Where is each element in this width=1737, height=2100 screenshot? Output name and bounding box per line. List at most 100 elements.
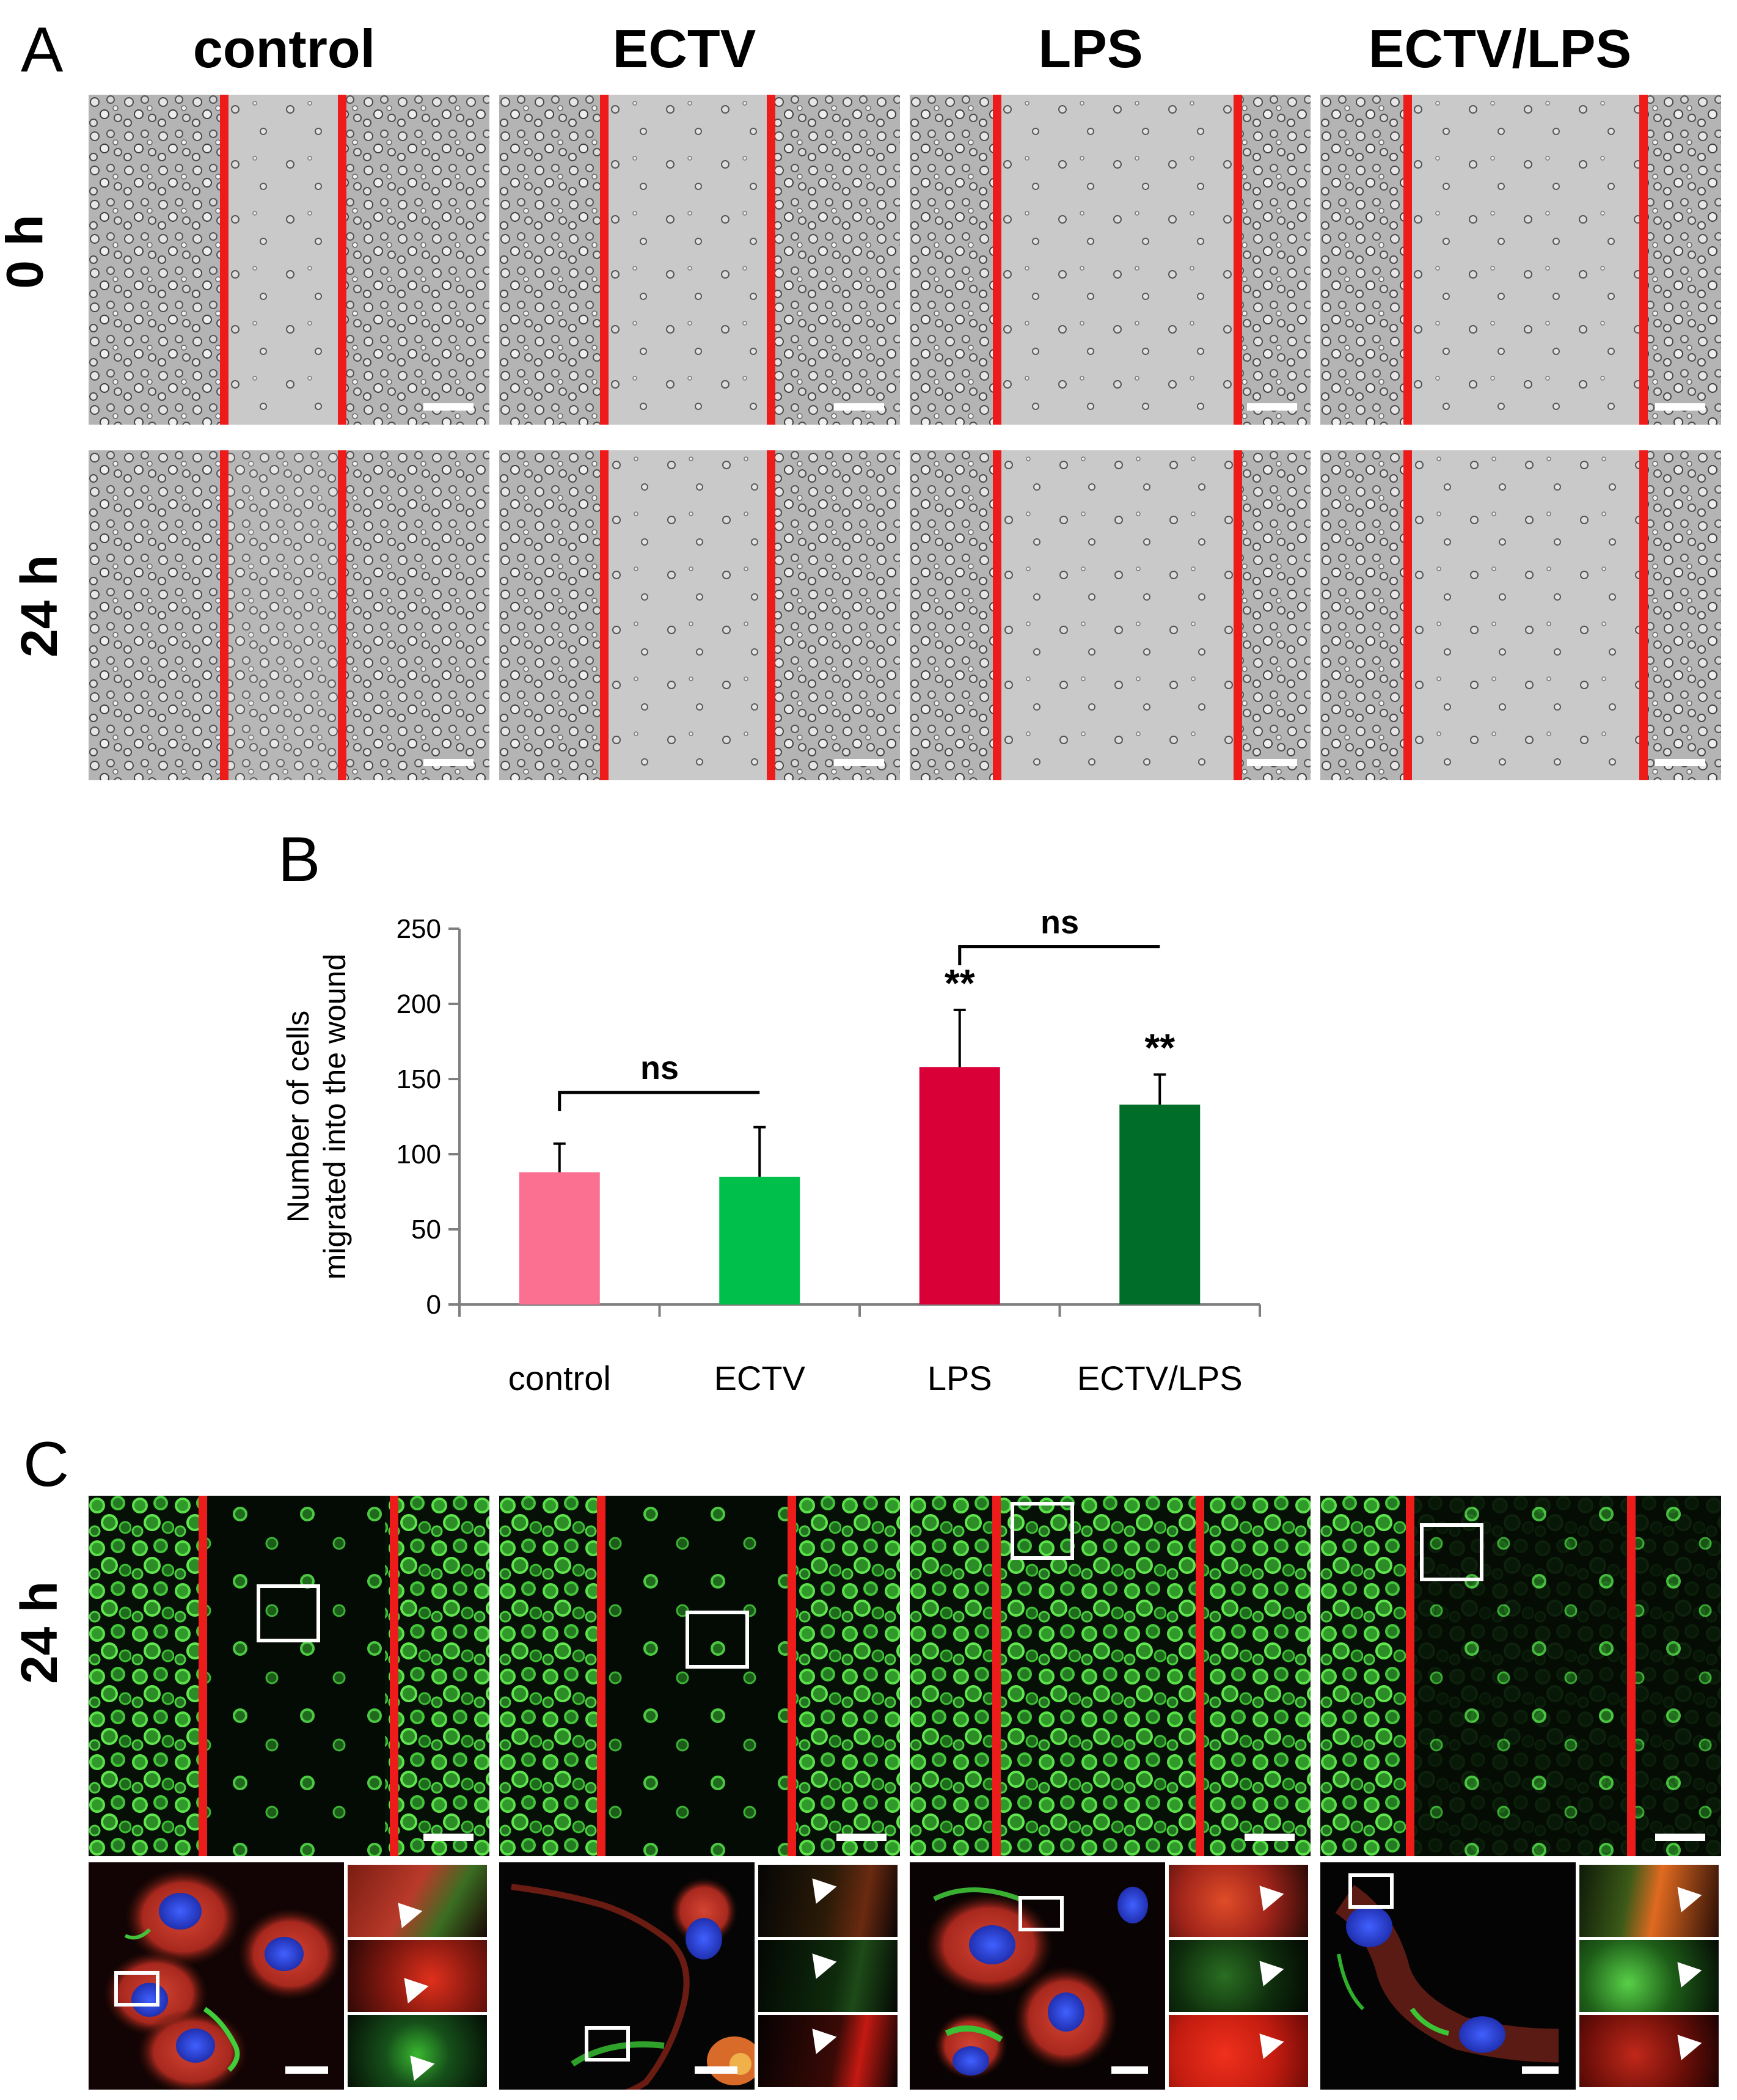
panel-a-letter: A bbox=[21, 15, 64, 86]
inset-red bbox=[1166, 2013, 1311, 2090]
arrowhead-icon bbox=[1249, 1877, 1284, 1911]
x-tick-label: ECTV bbox=[714, 1359, 806, 1397]
arrowhead-icon bbox=[1667, 1878, 1702, 1912]
column-title-ectv-lps: ECTV/LPS bbox=[1368, 18, 1632, 79]
confocal-zoom-lps bbox=[910, 1862, 1165, 2090]
scale-bar bbox=[834, 759, 884, 766]
inset-merge bbox=[345, 1862, 489, 1939]
confocal-zoom-control bbox=[89, 1862, 344, 2090]
column-title-ectv: ECTV bbox=[612, 18, 756, 79]
zoom-region-box bbox=[1420, 1523, 1483, 1581]
confocal-inset-column-lps bbox=[1166, 1862, 1311, 2090]
brightfield-ectv-0h bbox=[499, 95, 900, 425]
bar-ectv-lps bbox=[1119, 1104, 1201, 1304]
scale-bar bbox=[1522, 2066, 1559, 2074]
significance-bracket bbox=[558, 1091, 760, 1111]
zoom-region-box bbox=[1011, 1502, 1074, 1560]
wound-edge-right bbox=[788, 1496, 796, 1856]
y-axis-label: Number of cellsmigrated into the wound bbox=[281, 954, 352, 1280]
inset-merge bbox=[1577, 1862, 1721, 1939]
inset-merge bbox=[756, 1862, 900, 1939]
arrowhead-icon bbox=[1249, 2025, 1284, 2059]
row-label-24h-fluorescence: 24 h bbox=[10, 1581, 68, 1685]
scale-bar bbox=[423, 759, 474, 766]
brightfield-ectv-lps-24h bbox=[1320, 450, 1721, 780]
scale-bar bbox=[1655, 1834, 1705, 1841]
arrowhead-icon bbox=[400, 2047, 435, 2081]
wound-edge-right bbox=[1196, 1496, 1204, 1856]
confocal-zoom-ectv-lps bbox=[1320, 1862, 1576, 2090]
scale-bar bbox=[1247, 759, 1297, 766]
arrowhead-icon bbox=[387, 1894, 423, 1928]
scale-bar bbox=[1655, 403, 1705, 411]
scale-bar bbox=[423, 403, 474, 411]
arrowhead-icon bbox=[802, 1945, 837, 1979]
wound-edge-left bbox=[199, 1496, 207, 1856]
scale-bar bbox=[695, 2066, 737, 2074]
inset-green bbox=[756, 1937, 900, 2014]
bar-ectv bbox=[719, 1176, 800, 1304]
bracket-label: ns bbox=[640, 1050, 679, 1086]
scale-bar bbox=[423, 1834, 474, 1841]
brightfield-lps-24h bbox=[910, 450, 1311, 780]
fluorescence-ectv bbox=[499, 1496, 900, 1856]
fluorescence-ectv-lps bbox=[1320, 1496, 1721, 1856]
wound-edge-left bbox=[220, 450, 229, 780]
y-tick-label: 0 bbox=[426, 1290, 441, 1320]
brightfield-ectv-lps-0h bbox=[1320, 95, 1721, 425]
y-tick-label: 50 bbox=[411, 1215, 441, 1245]
zoom-region-box bbox=[1348, 1873, 1394, 1909]
wound-edge-right bbox=[767, 450, 775, 780]
zoom-region-box bbox=[114, 1971, 159, 2007]
wound-edge-right bbox=[338, 450, 346, 780]
inset-red bbox=[1577, 2013, 1721, 2090]
y-tick-label: 250 bbox=[397, 914, 441, 944]
arrowhead-icon bbox=[1249, 1952, 1284, 1986]
fluorescence-control bbox=[89, 1496, 489, 1856]
y-tick-label: 200 bbox=[397, 989, 441, 1019]
significance-bracket bbox=[958, 945, 1160, 965]
wound-edge-right bbox=[1234, 450, 1242, 780]
y-tick-label: 150 bbox=[397, 1064, 441, 1094]
arrowhead-icon bbox=[1667, 1953, 1702, 1988]
arrowhead-icon bbox=[1667, 2026, 1702, 2060]
wound-edge-right bbox=[1639, 95, 1648, 425]
arrowhead-icon bbox=[802, 2020, 837, 2054]
bar-chart: 0 50 100 150 200 250 Number of cellsmigrated i… bbox=[281, 904, 1261, 1397]
confocal-inset-column-ectv bbox=[756, 1862, 900, 2090]
confocal-inset-column-ectv-lps bbox=[1577, 1862, 1721, 2090]
brightfield-lps-0h bbox=[910, 95, 1311, 425]
wound-edge-left bbox=[1403, 95, 1412, 425]
bracket-label: ns bbox=[1040, 904, 1079, 941]
bar-control bbox=[519, 1172, 600, 1304]
column-title-control: control bbox=[192, 18, 376, 79]
wound-edge-left bbox=[993, 95, 1001, 425]
column-title-lps: LPS bbox=[1038, 18, 1143, 79]
scale-bar bbox=[1111, 2066, 1148, 2074]
inset-red bbox=[345, 1937, 489, 2014]
x-tick-label: control bbox=[508, 1359, 611, 1397]
scale-bar bbox=[1245, 1834, 1295, 1841]
scale-bar bbox=[1247, 403, 1297, 411]
wound-edge-right bbox=[390, 1496, 398, 1856]
wound-edge-left bbox=[993, 450, 1001, 780]
scale-bar bbox=[834, 403, 884, 411]
wound-edge-right bbox=[338, 95, 346, 425]
significance-marker: ** bbox=[945, 961, 975, 1005]
inset-green bbox=[1577, 1937, 1721, 2014]
scale-bar bbox=[836, 1834, 887, 1841]
zoom-region-box bbox=[585, 2026, 630, 2062]
wound-edge-right bbox=[767, 95, 775, 425]
wound-edge-right bbox=[1234, 95, 1242, 425]
bar-lps bbox=[919, 1067, 1000, 1304]
scale-bar bbox=[285, 2066, 328, 2074]
panel-c-letter: C bbox=[23, 1429, 70, 1500]
wound-edge-left bbox=[1403, 450, 1412, 780]
wound-edge-left bbox=[1406, 1496, 1414, 1856]
zoom-region-box bbox=[686, 1611, 749, 1669]
arrowhead-icon bbox=[802, 1870, 837, 1904]
brightfield-ectv-24h bbox=[499, 450, 900, 780]
confocal-zoom-ectv bbox=[499, 1862, 755, 2090]
inset-green bbox=[345, 2013, 489, 2090]
wound-edge-left bbox=[600, 450, 609, 780]
